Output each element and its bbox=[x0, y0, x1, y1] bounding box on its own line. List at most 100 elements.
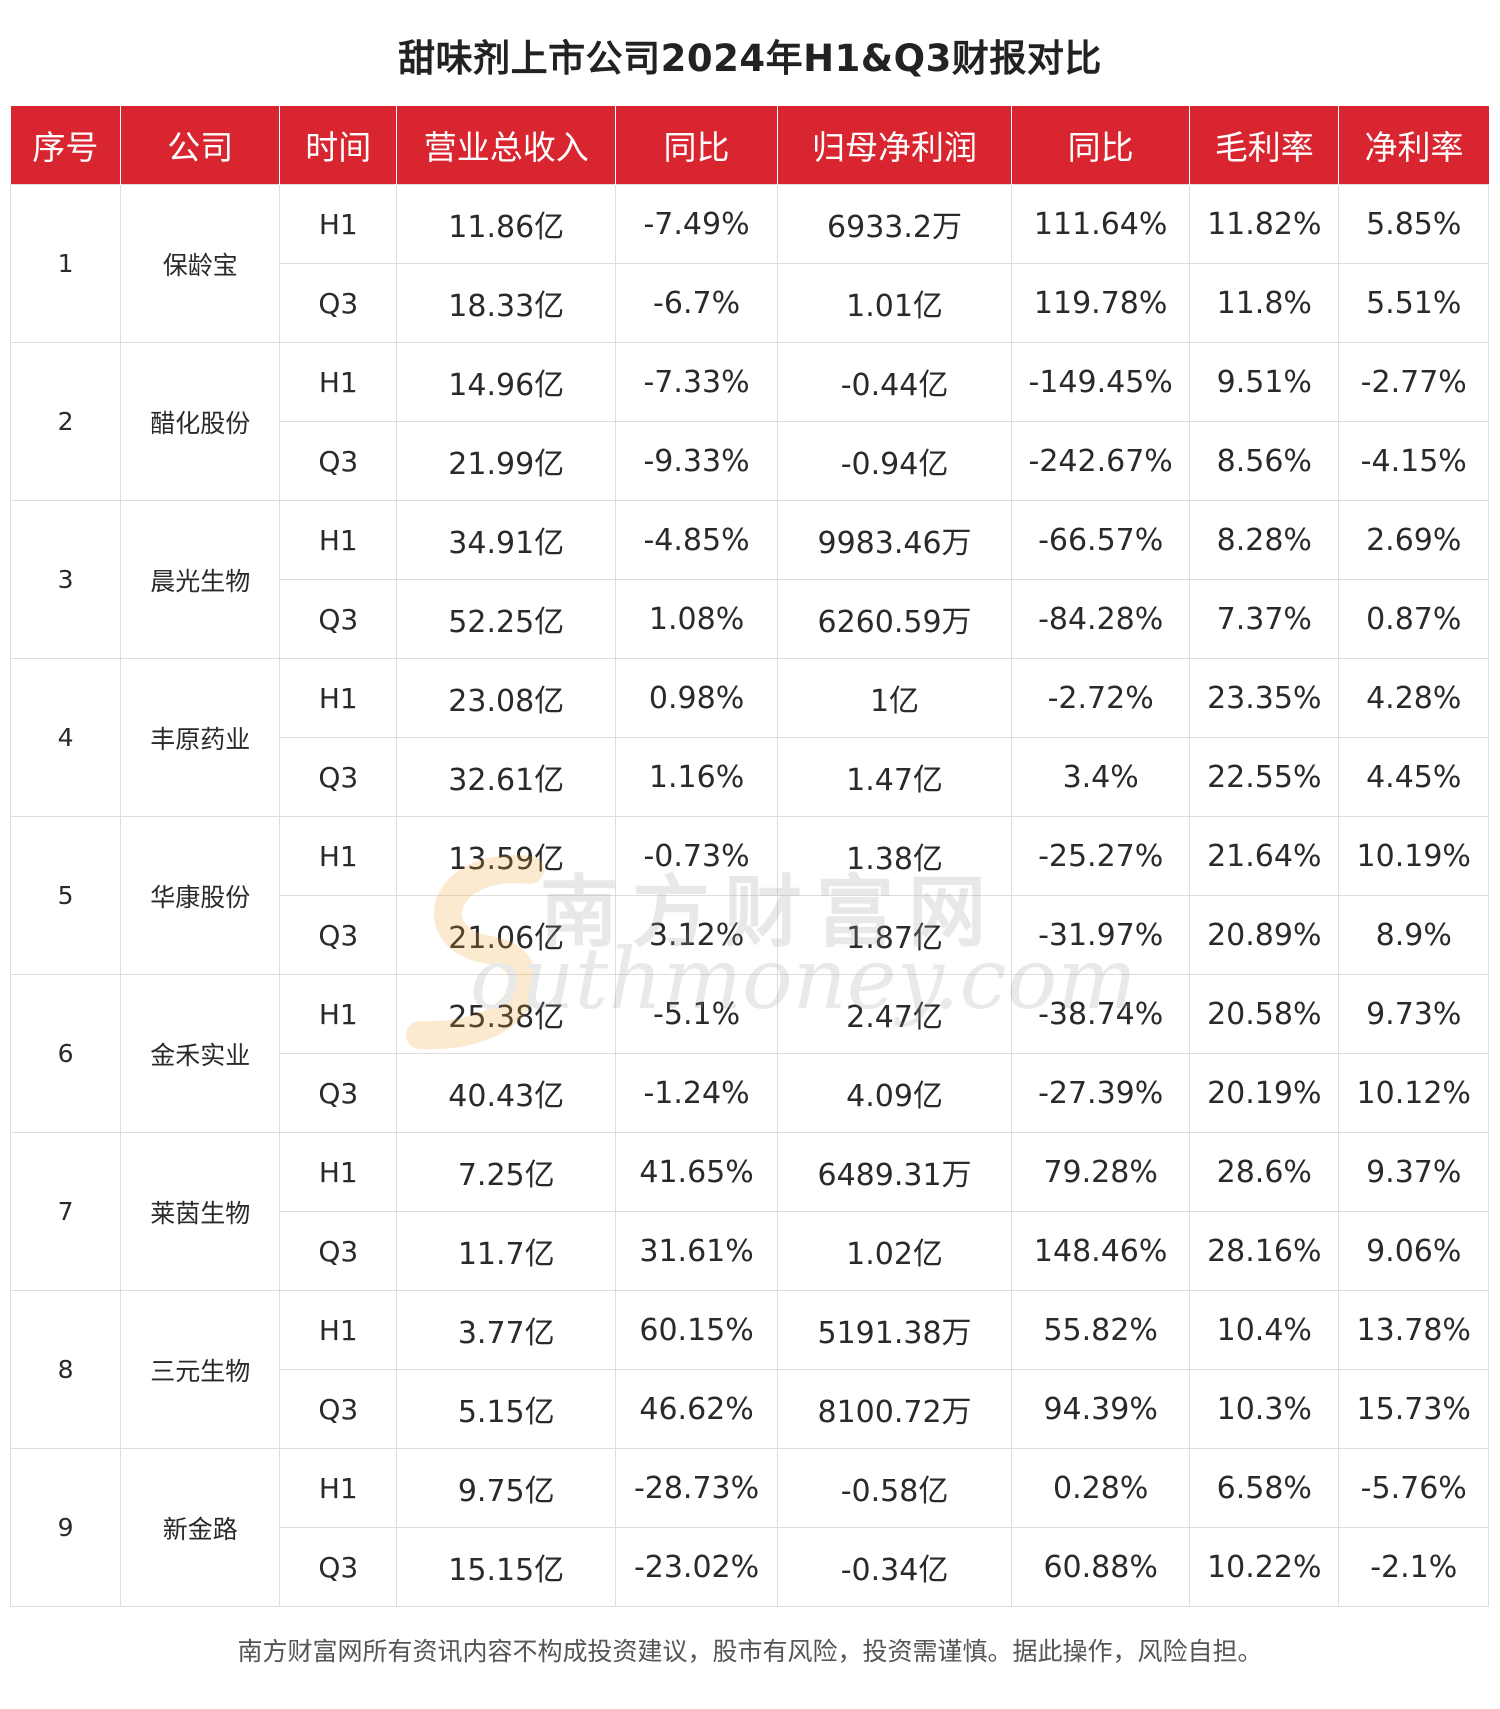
cell-revenue-yoy: -7.49% bbox=[615, 184, 778, 264]
cell-net-profit: 2.47亿 bbox=[776, 974, 1013, 1054]
cell-period: Q3 bbox=[279, 263, 398, 343]
cell-period: H1 bbox=[279, 1290, 398, 1370]
table-row: Q3 15.15亿 -23.02% -0.34亿 60.88% 10.22% -2.1% bbox=[11, 1527, 1489, 1607]
cell-seq: 2 bbox=[9, 342, 122, 501]
cell-profit-yoy: -25.27% bbox=[1011, 816, 1191, 896]
cell-profit-yoy: -31.97% bbox=[1011, 895, 1191, 975]
table-row: 3 晨光生物 H1 34.91亿 -4.85% 9983.46万 -66.57% 8.28% 2… bbox=[9, 500, 1489, 659]
table-row: Q3 11.7亿 31.61% 1.02亿 148.46% 28.16% 9.06% bbox=[11, 1211, 1489, 1291]
financial-report-table: 序号 公司 时间 营业总收入 同比 归母净利润 同比 毛利率 净利率 1 保龄宝 H… bbox=[9, 106, 1489, 1607]
cell-net-profit: 6260.59万 bbox=[776, 579, 1013, 659]
cell-revenue-yoy: -28.73% bbox=[615, 1448, 778, 1528]
cell-period: Q3 bbox=[279, 895, 398, 975]
cell-gross-margin: 23.35% bbox=[1189, 658, 1340, 738]
cell-net-profit: 6489.31万 bbox=[776, 1132, 1013, 1212]
cell-revenue-yoy: -7.33% bbox=[615, 342, 778, 422]
cell-gross-margin: 20.19% bbox=[1189, 1053, 1340, 1133]
cell-seq: 7 bbox=[9, 1132, 122, 1291]
header-seq: 序号 bbox=[10, 106, 122, 185]
cell-net-profit: -0.34亿 bbox=[776, 1527, 1013, 1607]
cell-gross-margin: 28.6% bbox=[1189, 1132, 1340, 1212]
cell-gross-margin: 11.8% bbox=[1189, 263, 1340, 343]
disclaimer-footer: 南方财富网所有资讯内容不构成投资建议，股市有风险，投资需谨慎。据此操作，风险自担… bbox=[237, 1637, 1263, 1666]
cell-revenue: 11.7亿 bbox=[396, 1211, 617, 1291]
cell-net-profit: -0.44亿 bbox=[776, 342, 1013, 422]
cell-seq: 1 bbox=[9, 184, 122, 343]
cell-revenue-yoy: -1.24% bbox=[615, 1053, 778, 1133]
cell-revenue: 52.25亿 bbox=[396, 579, 617, 659]
cell-net-profit: -0.58亿 bbox=[776, 1448, 1013, 1528]
cell-gross-margin: 20.58% bbox=[1189, 974, 1340, 1054]
cell-net-profit: 8100.72万 bbox=[776, 1369, 1013, 1449]
cell-gross-margin: 11.82% bbox=[1189, 184, 1340, 264]
cell-net-profit: 5191.38万 bbox=[776, 1290, 1013, 1370]
cell-revenue: 11.86亿 bbox=[396, 184, 617, 264]
cell-revenue: 40.43亿 bbox=[396, 1053, 617, 1133]
cell-gross-margin: 8.56% bbox=[1189, 421, 1340, 501]
cell-revenue: 15.15亿 bbox=[396, 1527, 617, 1607]
cell-profit-yoy: 111.64% bbox=[1011, 184, 1191, 264]
cell-profit-yoy: -84.28% bbox=[1011, 579, 1191, 659]
cell-revenue-yoy: -23.02% bbox=[615, 1527, 778, 1607]
cell-revenue-yoy: 60.15% bbox=[615, 1290, 778, 1370]
cell-period: Q3 bbox=[279, 1369, 398, 1449]
cell-profit-yoy: -38.74% bbox=[1011, 974, 1191, 1054]
cell-net-margin: -2.1% bbox=[1338, 1527, 1489, 1607]
header-revenue-yoy: 同比 bbox=[615, 106, 778, 185]
cell-revenue-yoy: -0.73% bbox=[615, 816, 778, 896]
cell-period: H1 bbox=[279, 1448, 398, 1528]
cell-net-margin: 9.73% bbox=[1338, 974, 1489, 1054]
table-body: 1 保龄宝 H1 11.86亿 -7.49% 6933.2万 111.64% 11.82% 5.… bbox=[9, 184, 1489, 1607]
cell-period: Q3 bbox=[279, 421, 398, 501]
cell-profit-yoy: 119.78% bbox=[1011, 263, 1191, 343]
cell-seq: 5 bbox=[9, 816, 122, 975]
cell-profit-yoy: -27.39% bbox=[1011, 1053, 1191, 1133]
cell-period: Q3 bbox=[279, 737, 398, 817]
cell-profit-yoy: 148.46% bbox=[1011, 1211, 1191, 1291]
cell-net-profit: 4.09亿 bbox=[776, 1053, 1013, 1133]
table-row: 4 丰原药业 H1 23.08亿 0.98% 1亿 -2.72% 23.35% 4.28% bbox=[9, 658, 1489, 817]
cell-net-profit: 1亿 bbox=[776, 658, 1013, 738]
cell-company: 莱茵生物 bbox=[120, 1132, 281, 1291]
cell-period: H1 bbox=[279, 500, 398, 580]
cell-company: 醋化股份 bbox=[120, 342, 281, 501]
cell-profit-yoy: -2.72% bbox=[1011, 658, 1191, 738]
cell-period: Q3 bbox=[279, 1527, 398, 1607]
table-row: 2 醋化股份 H1 14.96亿 -7.33% -0.44亿 -149.45% 9.51% -2… bbox=[9, 342, 1489, 501]
header-net-profit: 归母净利润 bbox=[777, 106, 1013, 185]
cell-net-profit: 6933.2万 bbox=[776, 184, 1013, 264]
table-row: 8 三元生物 H1 3.77亿 60.15% 5191.38万 55.82% 10.4% 13.… bbox=[9, 1290, 1489, 1449]
cell-net-margin: 5.85% bbox=[1338, 184, 1489, 264]
cell-revenue: 9.75亿 bbox=[396, 1448, 617, 1528]
cell-revenue-yoy: -6.7% bbox=[615, 263, 778, 343]
table-row: 7 莱茵生物 H1 7.25亿 41.65% 6489.31万 79.28% 28.6% 9.3… bbox=[9, 1132, 1489, 1291]
cell-revenue-yoy: 0.98% bbox=[615, 658, 778, 738]
cell-company: 华康股份 bbox=[120, 816, 281, 975]
table-row: Q3 40.43亿 -1.24% 4.09亿 -27.39% 20.19% 10.12% bbox=[11, 1053, 1489, 1133]
cell-revenue: 5.15亿 bbox=[396, 1369, 617, 1449]
table-row: Q3 32.61亿 1.16% 1.47亿 3.4% 22.55% 4.45% bbox=[11, 737, 1489, 817]
table-header-row: 序号 公司 时间 营业总收入 同比 归母净利润 同比 毛利率 净利率 bbox=[10, 106, 1489, 185]
table-row: Q3 21.99亿 -9.33% -0.94亿 -242.67% 8.56% -4.15% bbox=[11, 421, 1489, 501]
cell-gross-margin: 28.16% bbox=[1189, 1211, 1340, 1291]
cell-revenue: 18.33亿 bbox=[396, 263, 617, 343]
cell-company: 晨光生物 bbox=[120, 500, 281, 659]
cell-revenue-yoy: -4.85% bbox=[615, 500, 778, 580]
cell-net-profit: 9983.46万 bbox=[776, 500, 1013, 580]
cell-net-margin: 9.06% bbox=[1338, 1211, 1489, 1291]
cell-period: Q3 bbox=[279, 1053, 398, 1133]
cell-revenue-yoy: 3.12% bbox=[615, 895, 778, 975]
cell-company: 保龄宝 bbox=[120, 184, 281, 343]
cell-revenue-yoy: -5.1% bbox=[615, 974, 778, 1054]
cell-company: 新金路 bbox=[120, 1448, 281, 1607]
cell-profit-yoy: 0.28% bbox=[1011, 1448, 1191, 1528]
header-company: 公司 bbox=[120, 106, 281, 185]
cell-net-margin: 8.9% bbox=[1338, 895, 1489, 975]
cell-gross-margin: 10.3% bbox=[1189, 1369, 1340, 1449]
cell-net-profit: 1.47亿 bbox=[776, 737, 1013, 817]
cell-company: 金禾实业 bbox=[120, 974, 281, 1133]
cell-net-margin: 5.51% bbox=[1338, 263, 1489, 343]
cell-profit-yoy: 79.28% bbox=[1011, 1132, 1191, 1212]
cell-revenue: 7.25亿 bbox=[396, 1132, 617, 1212]
table-row: 6 金禾实业 H1 25.38亿 -5.1% 2.47亿 -38.74% 20.58% 9.73… bbox=[9, 974, 1489, 1133]
